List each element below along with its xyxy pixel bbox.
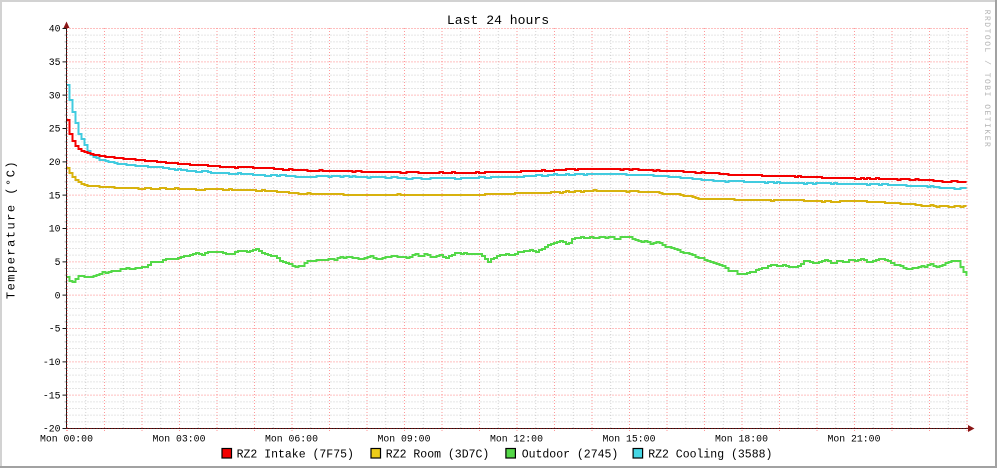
svg-text:Last 24 hours: Last 24 hours xyxy=(447,13,549,28)
svg-text:Mon 12:00: Mon 12:00 xyxy=(490,434,543,445)
svg-text:35: 35 xyxy=(49,57,61,68)
svg-text:Outdoor (2745): Outdoor (2745) xyxy=(522,448,619,461)
svg-text:RZ2 Cooling (3588): RZ2 Cooling (3588) xyxy=(648,448,772,461)
svg-text:10: 10 xyxy=(49,224,61,235)
svg-text:RZ2 Room (3D7C): RZ2 Room (3D7C) xyxy=(386,448,490,461)
svg-text:Mon 03:00: Mon 03:00 xyxy=(153,434,206,445)
svg-text:-5: -5 xyxy=(49,324,61,335)
svg-text:25: 25 xyxy=(49,124,61,135)
svg-text:Mon 18:00: Mon 18:00 xyxy=(715,434,768,445)
svg-text:Mon 21:00: Mon 21:00 xyxy=(828,434,881,445)
svg-text:-20: -20 xyxy=(43,424,61,435)
svg-text:30: 30 xyxy=(49,90,61,101)
svg-text:15: 15 xyxy=(49,190,61,201)
svg-text:Temperature (°C): Temperature (°C) xyxy=(5,160,19,299)
svg-text:Mon 15:00: Mon 15:00 xyxy=(603,434,656,445)
svg-text:40: 40 xyxy=(49,24,61,35)
svg-text:20: 20 xyxy=(49,157,61,168)
svg-text:RRDTOOL / TOBI OETIKER: RRDTOOL / TOBI OETIKER xyxy=(982,10,991,149)
svg-text:5: 5 xyxy=(55,257,61,268)
svg-text:-10: -10 xyxy=(43,357,61,368)
svg-text:Mon 00:00: Mon 00:00 xyxy=(40,434,93,445)
svg-text:Mon 06:00: Mon 06:00 xyxy=(265,434,318,445)
svg-text:RZ2 Intake (7F75): RZ2 Intake (7F75) xyxy=(237,448,354,461)
svg-text:-15: -15 xyxy=(43,390,61,401)
svg-text:0: 0 xyxy=(55,290,61,301)
svg-text:Mon 09:00: Mon 09:00 xyxy=(378,434,431,445)
